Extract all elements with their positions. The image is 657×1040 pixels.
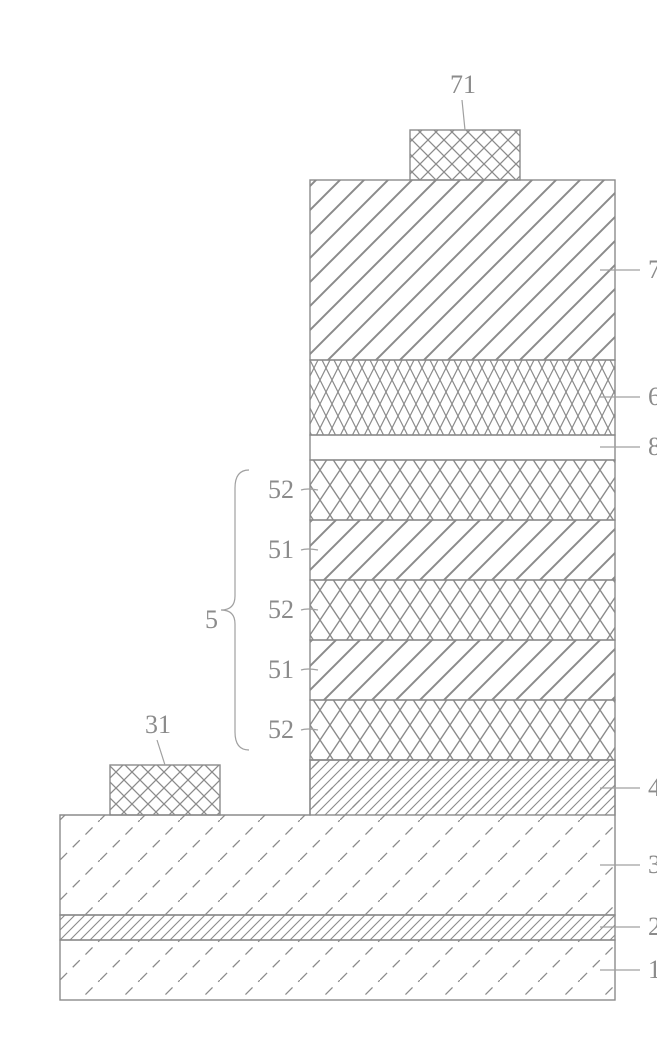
cross-section-svg [20,20,657,1020]
layer-52_a [310,700,615,760]
label-3: 3 [648,850,657,880]
layer-52_b [310,580,615,640]
label-71: 71 [450,70,476,100]
layer-8 [310,435,615,460]
layer-7 [310,180,615,360]
brace-5 [221,470,249,750]
layer-51_b [310,520,615,580]
label-51_b: 51 [268,535,294,565]
label-4: 4 [648,773,657,803]
label-52_a: 52 [268,715,294,745]
label-1: 1 [648,955,657,985]
label-52_b: 52 [268,595,294,625]
label-8: 8 [648,432,657,462]
layer-6 [310,360,615,435]
layer-52_c [310,460,615,520]
label-7: 7 [648,255,657,285]
label-51_a: 51 [268,655,294,685]
layer-2 [60,915,615,940]
label-6: 6 [648,382,657,412]
leader-31 [157,740,165,765]
label-31: 31 [145,710,171,740]
electrode-71 [410,130,520,180]
layer-1 [60,940,615,1000]
diagram-wrapper: 71 31 1 2 3 4 6 7 8 52 51 52 51 52 5 [20,20,657,1020]
layer-4 [310,760,615,815]
layer-51_a [310,640,615,700]
label-5: 5 [205,605,218,635]
label-2: 2 [648,912,657,942]
leader-71 [462,100,465,130]
electrode-31 [110,765,220,815]
label-52_c: 52 [268,475,294,505]
